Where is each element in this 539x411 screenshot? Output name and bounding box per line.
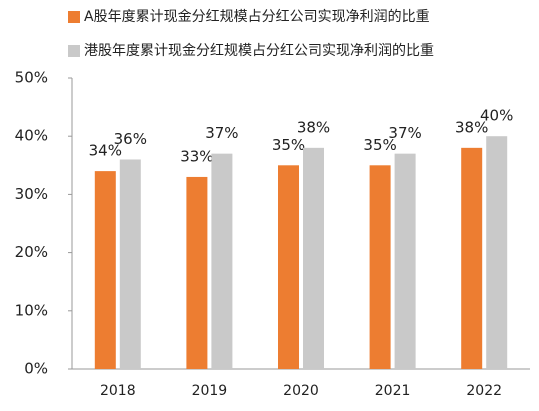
x-tick-label: 2018	[100, 383, 136, 399]
bar	[486, 136, 508, 369]
y-tick-label: 40%	[15, 127, 48, 145]
bar	[119, 159, 141, 369]
x-tick-label: 2021	[375, 383, 411, 399]
value-label: 35%	[272, 136, 305, 154]
bar	[94, 171, 116, 369]
bar	[394, 153, 416, 369]
bar	[186, 176, 208, 369]
value-label: 37%	[205, 124, 238, 142]
x-tick-label: 2022	[466, 383, 502, 399]
y-tick-label: 0%	[24, 360, 48, 378]
value-label: 33%	[180, 147, 213, 165]
bar	[369, 165, 391, 369]
value-label: 38%	[455, 118, 488, 136]
value-label: 38%	[297, 118, 330, 136]
legend-label: 港股年度累计现金分红规模占分红公司实现净利润的比重	[84, 43, 434, 59]
y-tick-label: 10%	[15, 301, 48, 319]
legend-swatch	[68, 45, 80, 57]
value-label: 40%	[480, 107, 513, 125]
bar	[461, 147, 483, 369]
y-tick-label: 20%	[15, 243, 48, 261]
bar	[278, 165, 299, 369]
y-tick-label: 30%	[15, 185, 48, 203]
y-tick-label: 50%	[15, 69, 48, 87]
legend-label: A股年度累计现金分红规模占分红公司实现净利润的比重	[84, 9, 430, 25]
value-label: 34%	[89, 142, 122, 160]
x-tick-label: 2020	[283, 383, 319, 399]
x-tick-label: 2019	[192, 383, 228, 399]
value-label: 36%	[114, 130, 147, 148]
legend-swatch	[68, 11, 80, 23]
value-label: 35%	[363, 136, 396, 154]
bar	[303, 147, 324, 369]
bar	[211, 153, 233, 369]
value-label: 37%	[388, 124, 421, 142]
